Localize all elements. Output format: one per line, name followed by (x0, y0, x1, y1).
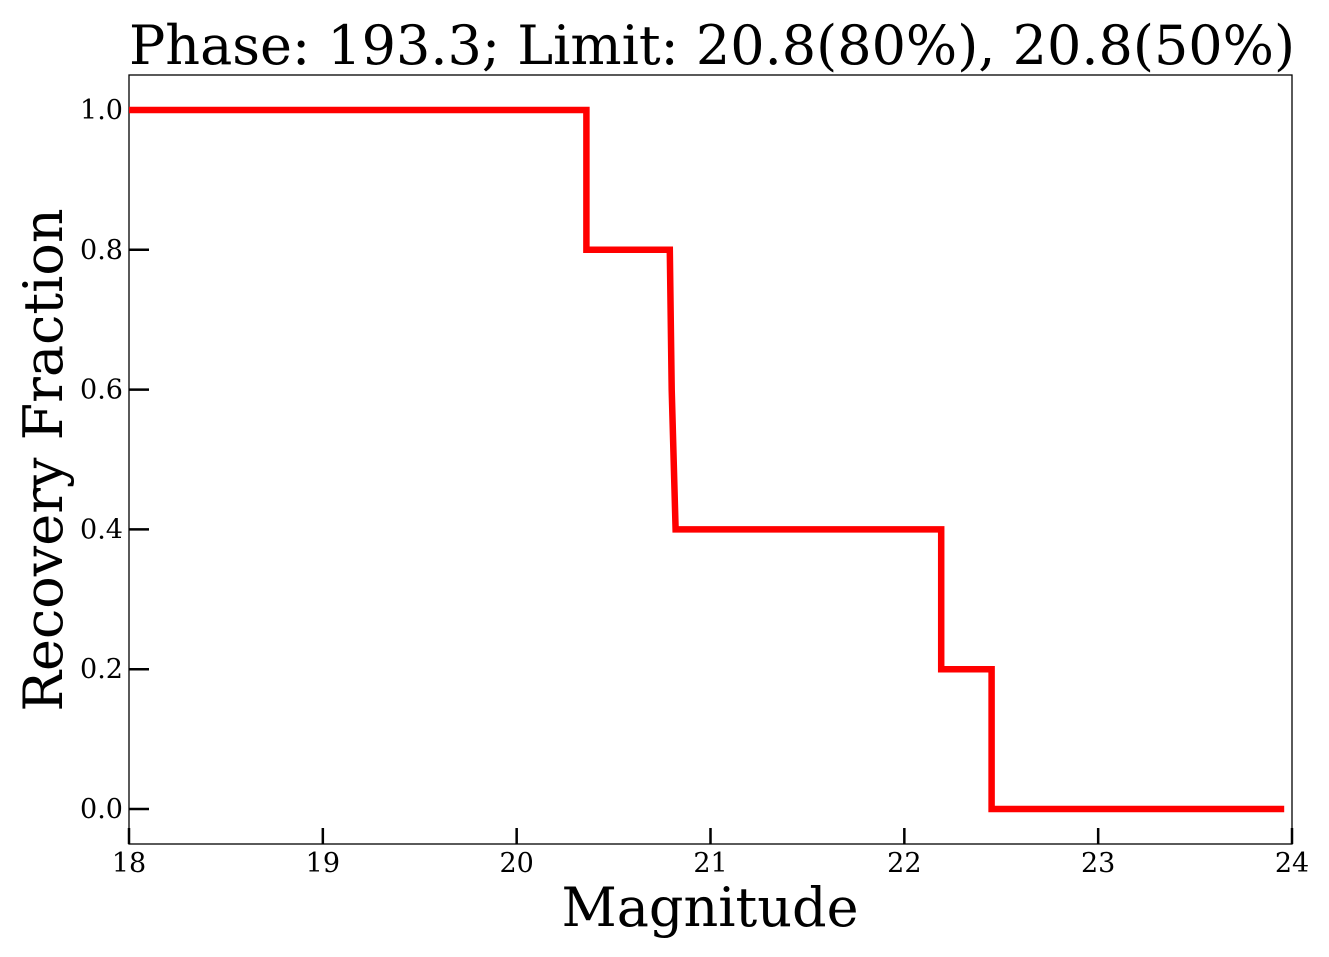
x-tick-label: 19 (306, 848, 340, 879)
x-tick-label: 24 (1275, 848, 1309, 879)
y-tick-label: 0.4 (80, 514, 123, 545)
x-tick-label: 23 (1081, 848, 1115, 879)
chart-title: Phase: 193.3; Limit: 20.8(80%), 20.8(50%… (129, 14, 1295, 77)
x-axis-label: Magnitude (561, 876, 858, 939)
y-tick-label: 0.6 (80, 375, 123, 406)
y-axis-ticks: 0.0 0.2 0.4 0.6 0.8 1.0 (80, 95, 149, 825)
y-tick-label: 1.0 (80, 95, 123, 126)
series-layer (129, 106, 1285, 813)
x-tick-label: 20 (499, 848, 533, 879)
x-tick-label: 18 (112, 848, 146, 879)
x-tick-label: 21 (693, 848, 727, 879)
recovery-fraction-line (129, 106, 1285, 813)
y-tick-label: 0.2 (80, 654, 123, 685)
y-axis-label: Recovery Fraction (12, 208, 75, 711)
x-tick-label: 22 (887, 848, 921, 879)
x-axis-ticks: 18 19 20 21 22 23 24 (112, 828, 1309, 879)
plot-frame (128, 74, 1293, 845)
y-tick-label: 0.8 (80, 235, 123, 266)
y-tick-label: 0.0 (80, 794, 123, 825)
plot-area (128, 74, 1293, 845)
